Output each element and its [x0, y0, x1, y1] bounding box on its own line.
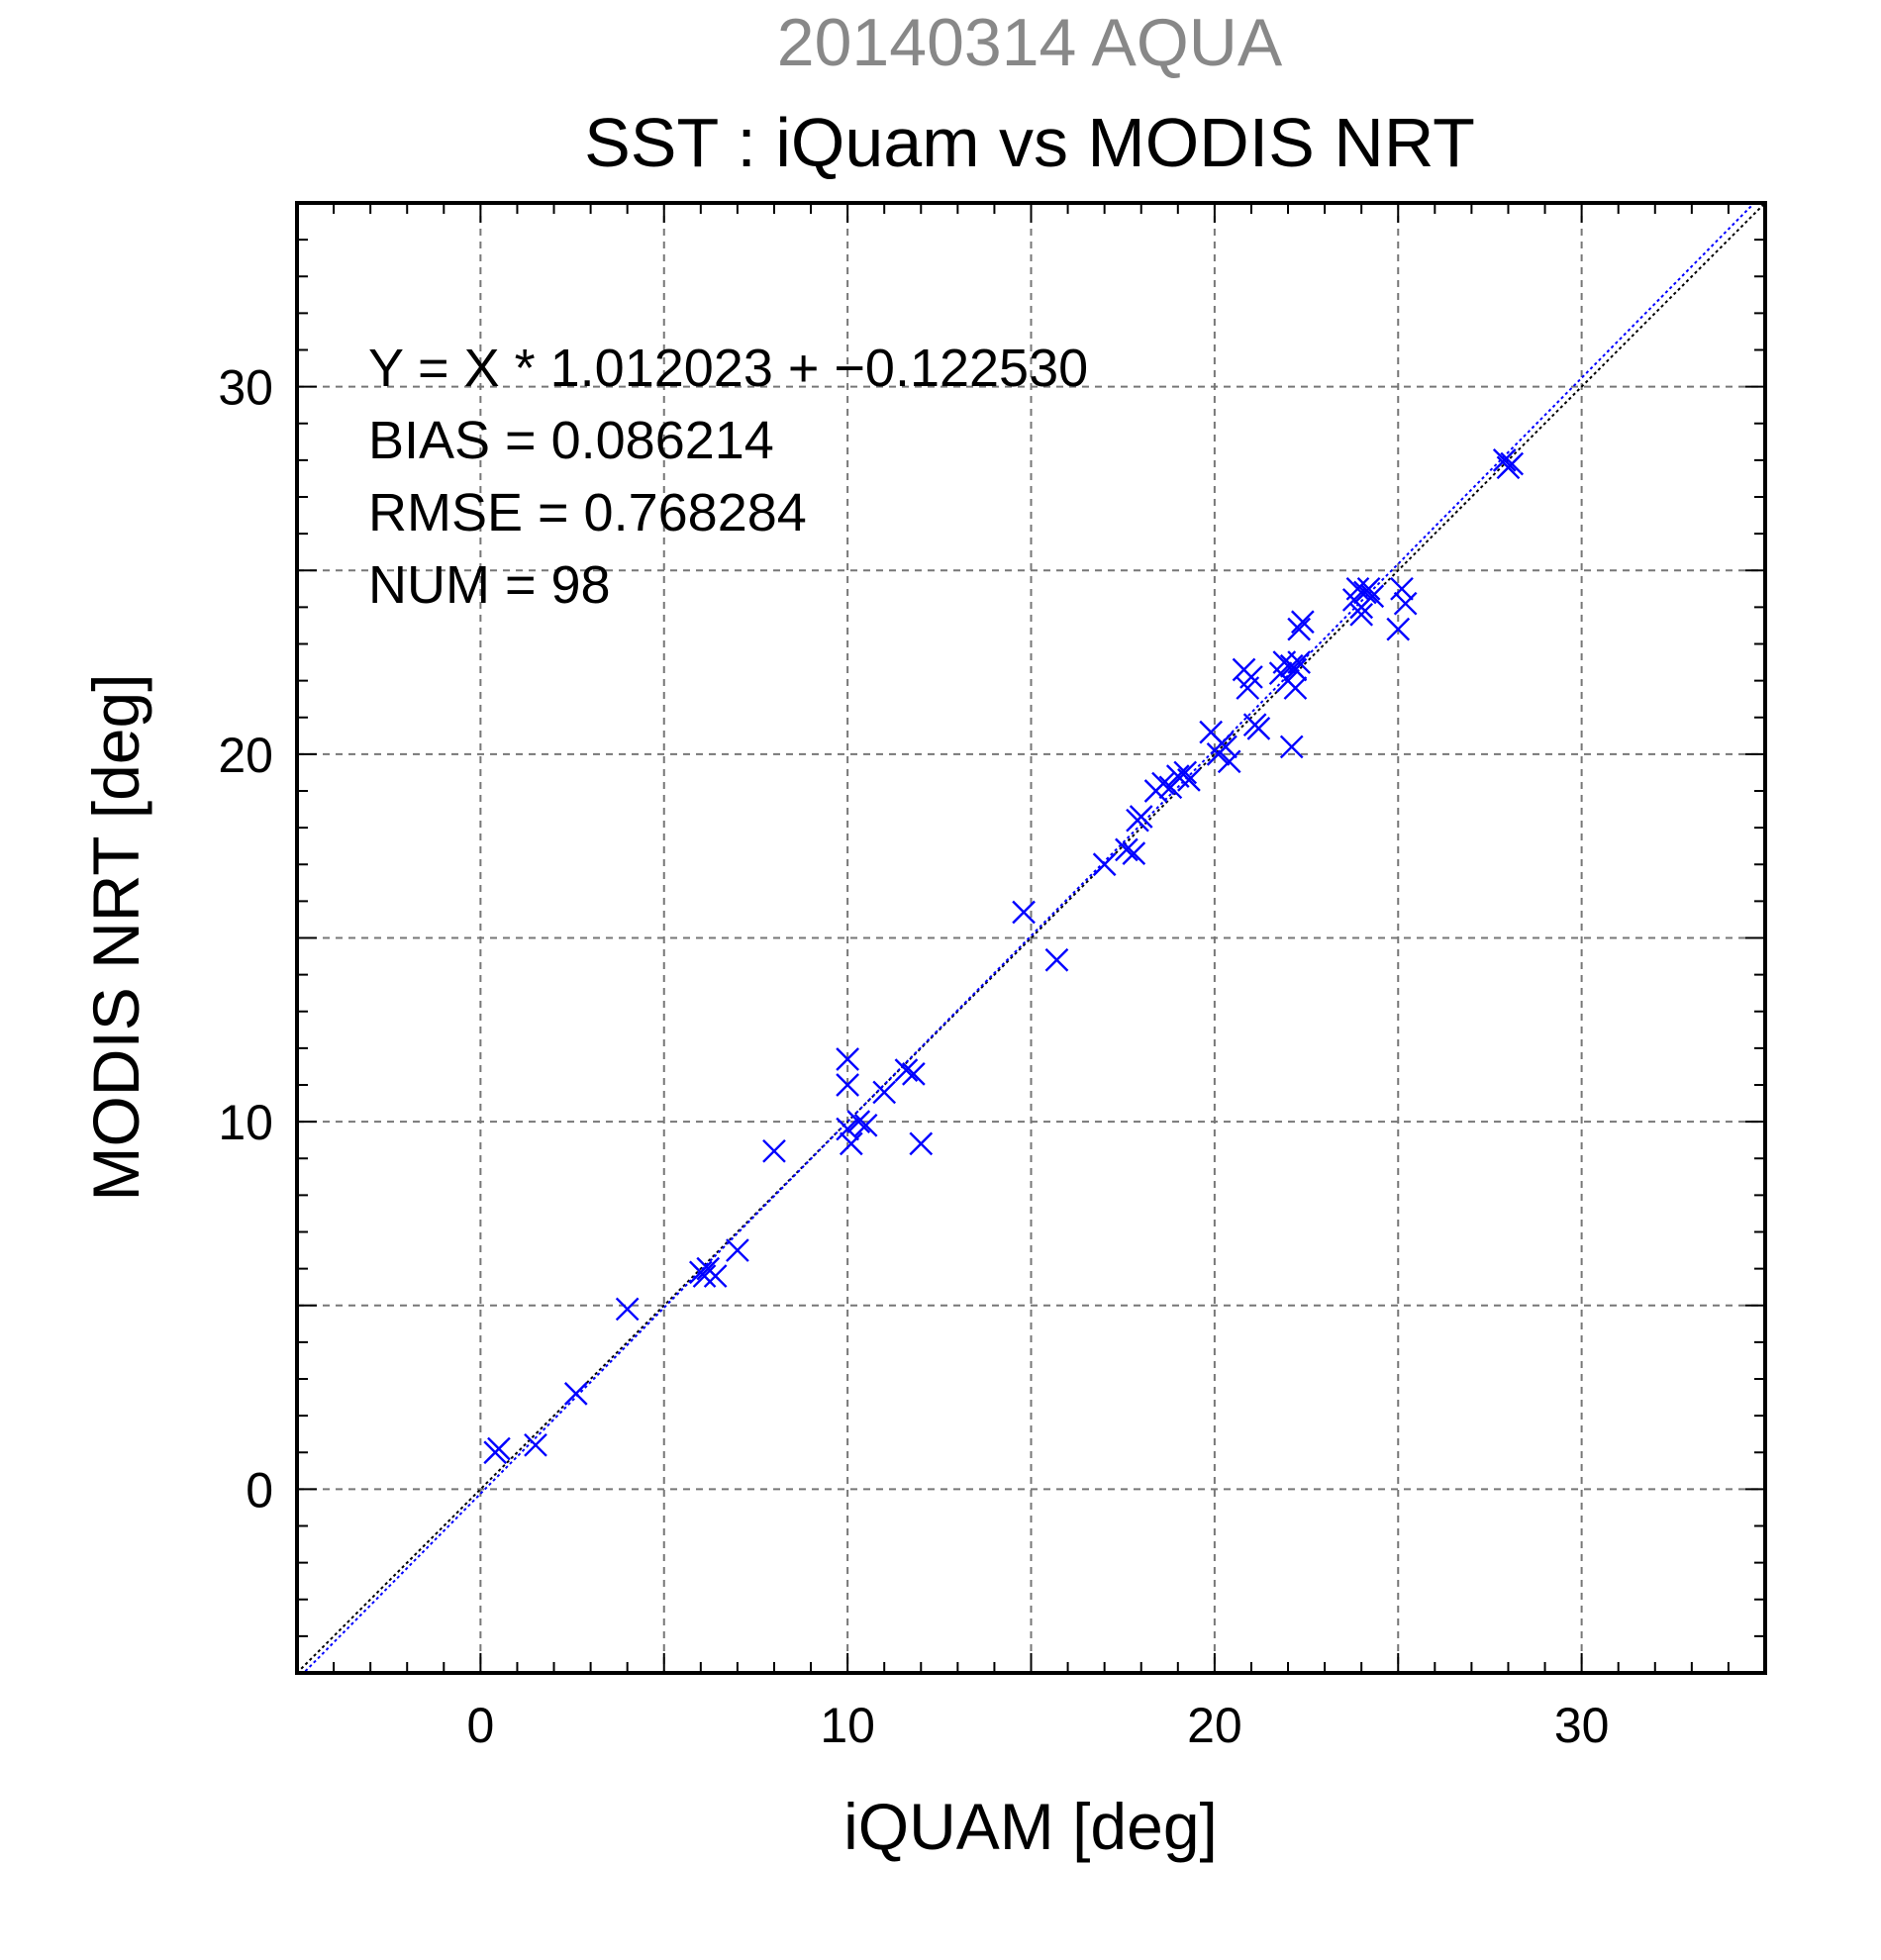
data-point — [853, 1113, 878, 1137]
data-point — [1390, 576, 1414, 601]
stats-box: Y = X * 1.012023 + −0.122530 BIAS = 0.08… — [368, 339, 1088, 615]
x-axis-label: iQUAM [deg] — [843, 1790, 1218, 1863]
data-point — [1012, 900, 1036, 925]
data-point — [1092, 852, 1117, 877]
data-point — [836, 1047, 859, 1071]
data-point — [1122, 841, 1146, 865]
data-point — [1044, 947, 1069, 972]
data-point — [1246, 717, 1271, 740]
y-axis-label: MODIS NRT [deg] — [79, 673, 152, 1201]
data-point — [1345, 576, 1370, 601]
data-point — [1151, 771, 1175, 796]
data-point — [836, 1073, 859, 1097]
data-point — [703, 1264, 728, 1288]
data-point — [1287, 617, 1311, 641]
data-point — [1349, 602, 1374, 627]
grid-lines — [297, 203, 1765, 1673]
data-point — [1492, 448, 1517, 472]
data-point — [1393, 591, 1418, 616]
x-tick-label: 30 — [1554, 1698, 1610, 1753]
data-point — [615, 1297, 640, 1322]
x-tick-label: 0 — [466, 1698, 494, 1753]
plot-frame — [295, 201, 1767, 1675]
data-point — [1283, 657, 1308, 682]
data-point — [894, 1058, 919, 1082]
data-point — [909, 1131, 934, 1156]
data-points — [483, 448, 1525, 1465]
count-stat: NUM = 98 — [368, 555, 611, 615]
data-point — [846, 1110, 871, 1133]
y-tick-label: 20 — [218, 728, 273, 783]
identity-line — [297, 203, 1765, 1673]
data-point — [902, 1062, 926, 1086]
data-point — [563, 1382, 588, 1406]
data-point — [726, 1238, 749, 1262]
data-point — [1239, 665, 1263, 689]
chart-title: SST : iQuam vs MODIS NRT — [584, 104, 1475, 181]
data-point — [1500, 451, 1525, 476]
data-point — [1360, 584, 1385, 609]
fit-lines — [297, 203, 1765, 1673]
data-point — [1283, 676, 1308, 700]
data-point — [1279, 735, 1304, 759]
y-tick-label: 10 — [218, 1095, 273, 1150]
data-point — [762, 1138, 786, 1163]
data-point — [1356, 576, 1381, 601]
data-point — [487, 1436, 511, 1461]
data-point — [1115, 837, 1138, 862]
data-point — [836, 1117, 859, 1141]
data-point — [839, 1131, 863, 1156]
data-point — [1287, 650, 1311, 674]
data-point — [1214, 735, 1238, 759]
y-tick-label: 0 — [246, 1462, 273, 1518]
regression-equation: Y = X * 1.012023 + −0.122530 — [368, 339, 1088, 398]
y-tick-label: 30 — [218, 360, 273, 416]
chart-suptitle: 20140314 AQUA — [776, 5, 1283, 80]
data-point — [1129, 805, 1153, 829]
x-tick-label: 10 — [820, 1698, 875, 1753]
data-point — [692, 1264, 717, 1288]
data-point — [1386, 617, 1411, 641]
bias-stat: BIAS = 0.086214 — [368, 411, 774, 470]
regression-line — [302, 203, 1756, 1673]
data-point — [872, 1080, 897, 1105]
data-point — [1173, 760, 1198, 785]
data-point — [1291, 610, 1315, 635]
x-tick-label: 20 — [1187, 1698, 1242, 1753]
data-point — [524, 1432, 547, 1457]
tick-labels: 0 10 20 30 0 10 20 30 — [218, 360, 1609, 1753]
data-point — [1217, 749, 1241, 774]
data-point — [1177, 768, 1201, 792]
rmse-stat: RMSE = 0.768284 — [368, 483, 807, 542]
